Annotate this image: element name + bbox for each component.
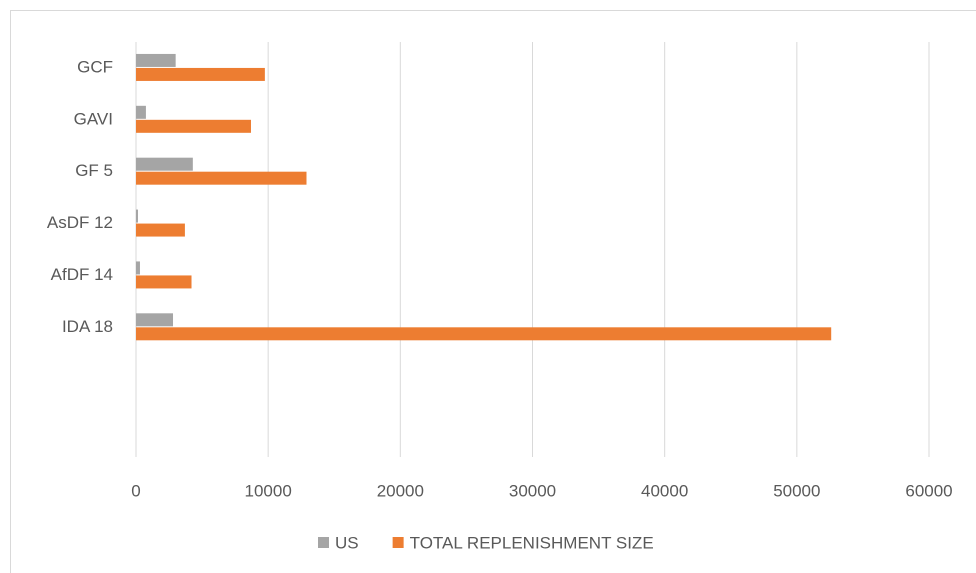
- bar: [136, 209, 138, 223]
- legend-swatch: [318, 537, 329, 548]
- x-tick-label: 40000: [641, 481, 688, 500]
- bar: [136, 67, 265, 81]
- x-tick-label: 0: [131, 481, 140, 500]
- x-tick-label: 10000: [245, 481, 292, 500]
- y-tick-label: GAVI: [74, 109, 113, 128]
- bar: [136, 157, 193, 171]
- legend-swatch: [392, 537, 404, 548]
- bar: [136, 119, 251, 133]
- bar: [136, 327, 832, 341]
- x-tick-label: 50000: [773, 481, 820, 500]
- y-tick-label: IDA 18: [62, 317, 113, 336]
- bar: [136, 105, 146, 119]
- y-tick-label: GCF: [77, 57, 113, 76]
- bar: [136, 171, 307, 185]
- bar: [136, 275, 192, 289]
- x-tick-label: 60000: [905, 481, 952, 500]
- bar: [136, 261, 140, 275]
- legend-label: TOTAL REPLENISHMENT SIZE: [410, 533, 654, 552]
- chart-frame: [10, 10, 976, 573]
- bar: [136, 53, 176, 67]
- y-tick-label: AsDF 12: [47, 213, 113, 232]
- y-tick-label: GF 5: [75, 161, 113, 180]
- y-tick-label: AfDF 14: [51, 265, 113, 284]
- legend-label: US: [335, 533, 359, 552]
- bar: [136, 223, 185, 237]
- bar: [136, 313, 174, 327]
- x-tick-label: 30000: [509, 481, 556, 500]
- x-tick-label: 20000: [377, 481, 424, 500]
